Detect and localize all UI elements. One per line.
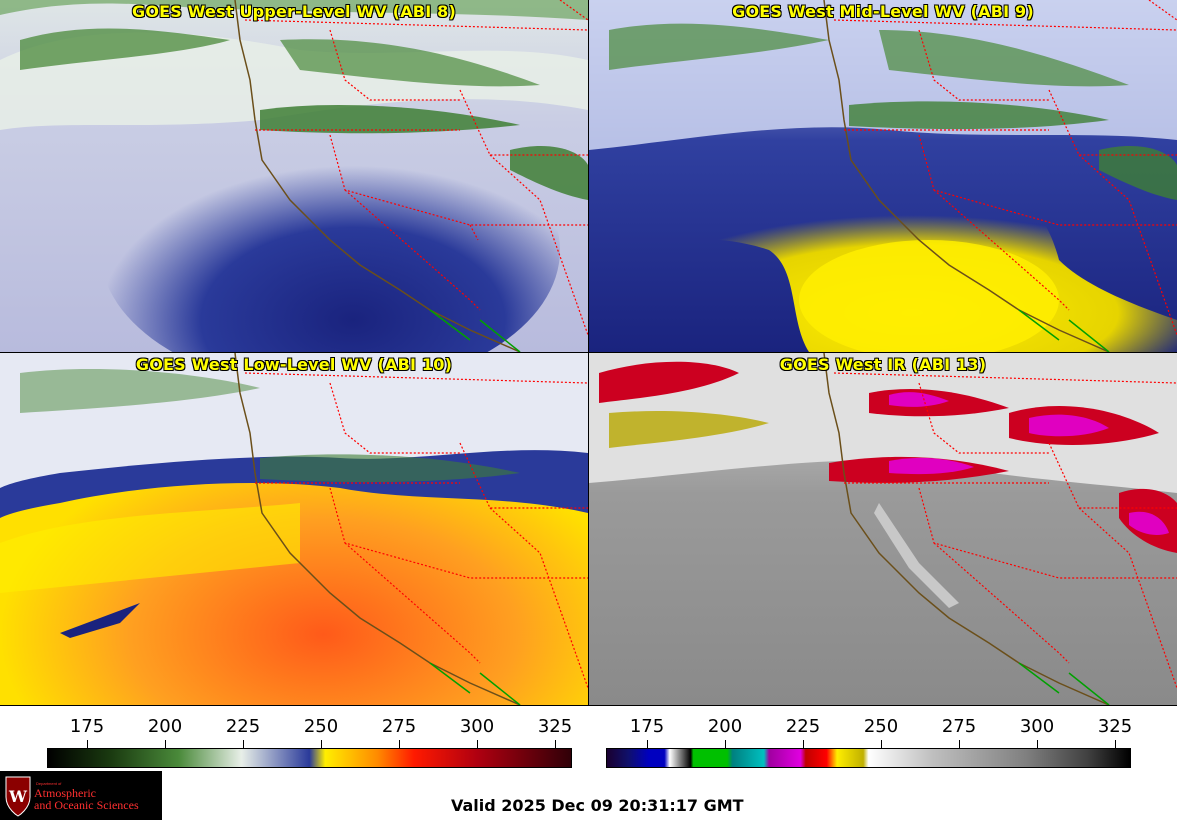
- ir-tick-label: 325: [1097, 716, 1133, 737]
- low-level-wv-image: [0, 353, 588, 705]
- aos-logo: W Department of Atmospheric and Oceanic …: [0, 771, 162, 820]
- logo-line2: Atmospheric: [34, 786, 96, 800]
- wv-tick-label: 200: [147, 716, 183, 737]
- valid-time-label: Valid 2025 Dec 09 20:31:17 GMT: [451, 796, 744, 815]
- logo-line3: and Oceanic Sciences: [34, 798, 139, 812]
- uw-crest-icon: W: [5, 776, 31, 817]
- panel-title: GOES West IR (ABI 13): [779, 355, 987, 374]
- ir-colorbar-ticks: 175 200 225 250 275 300 325: [0, 716, 1177, 740]
- wv-tick-marks: [0, 740, 588, 748]
- svg-text:W: W: [8, 787, 28, 806]
- ir-tick-label: 250: [863, 716, 899, 737]
- panel-mid-level-wv: GOES West Mid-Level WV (ABI 9): [589, 0, 1177, 352]
- panel-bottom-border: [0, 705, 1177, 706]
- ir-tick-label: 175: [629, 716, 665, 737]
- panel-ir: GOES West IR (ABI 13): [589, 353, 1177, 705]
- wv-tick-label: 300: [459, 716, 495, 737]
- panel-title: GOES West Mid-Level WV (ABI 9): [732, 2, 1034, 21]
- panel-title: GOES West Upper-Level WV (ABI 8): [132, 2, 456, 21]
- ir-colorbar: [606, 748, 1131, 768]
- ir-tick-marks: [0, 740, 1177, 748]
- mid-level-wv-image: [589, 0, 1177, 352]
- wv-colorbar-ticks: 175 200 225 250 275 300 325: [0, 716, 588, 740]
- wv-tick-label: 225: [225, 716, 261, 737]
- ir-tick-label: 300: [1019, 716, 1055, 737]
- ir-tick-label: 275: [941, 716, 977, 737]
- wv-tick-label: 275: [381, 716, 417, 737]
- ir-image: [589, 353, 1177, 705]
- panel-low-level-wv: GOES West Low-Level WV (ABI 10): [0, 353, 588, 705]
- ir-tick-label: 200: [707, 716, 743, 737]
- ir-tick-label: 225: [785, 716, 821, 737]
- wv-tick-label: 175: [69, 716, 105, 737]
- wv-colorbar: [47, 748, 572, 768]
- wv-tick-label: 325: [537, 716, 573, 737]
- wv-tick-label: 250: [303, 716, 339, 737]
- panel-upper-level-wv: GOES West Upper-Level WV (ABI 8): [0, 0, 588, 352]
- upper-level-wv-image: [0, 0, 588, 352]
- panel-divider-horizontal: [0, 352, 1177, 353]
- logo-dept-label: Department of: [36, 781, 62, 786]
- panel-title: GOES West Low-Level WV (ABI 10): [135, 355, 453, 374]
